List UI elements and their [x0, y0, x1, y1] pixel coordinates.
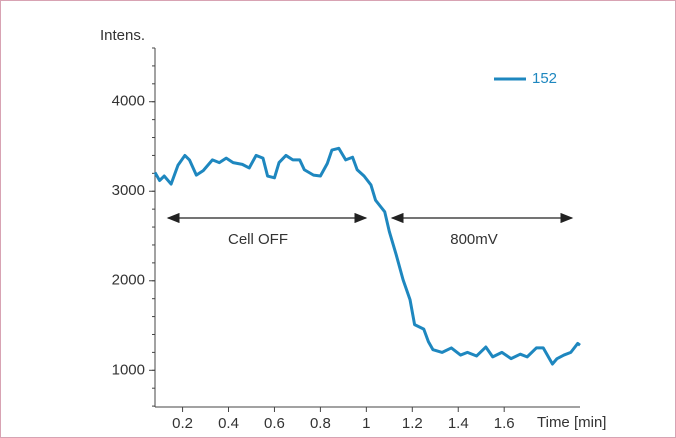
annotation: 800mV	[450, 231, 498, 248]
x-tick-label: 0.4	[218, 415, 239, 432]
legend-label: 152	[532, 70, 557, 87]
y-tick-label: 3000	[112, 182, 145, 199]
x-tick-label: 0.6	[264, 415, 285, 432]
x-axis-label: Time [min]	[537, 414, 606, 431]
y-axis-label: Intens.	[100, 27, 145, 44]
annotation: Cell OFF	[228, 231, 288, 248]
x-tick-label: 0.8	[310, 415, 331, 432]
x-tick-label: 1.2	[402, 415, 423, 432]
y-tick-label: 1000	[112, 361, 145, 378]
y-tick-label: 2000	[112, 272, 145, 289]
x-tick-label: 1	[362, 415, 370, 432]
x-tick-label: 0.2	[172, 415, 193, 432]
x-tick-label: 1.6	[494, 415, 515, 432]
y-tick-label: 4000	[112, 93, 145, 110]
x-tick-label: 1.4	[448, 415, 469, 432]
data-line	[153, 146, 581, 366]
